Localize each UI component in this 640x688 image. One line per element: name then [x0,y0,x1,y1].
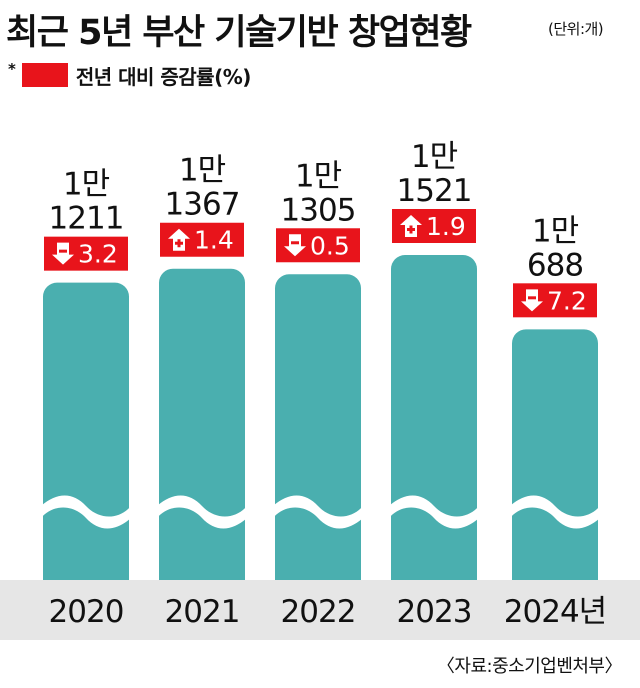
axis-break [273,495,363,529]
source-note: 〈자료:중소기업벤처부〉 [436,656,623,677]
value-label-line1: 1만 [532,213,579,249]
arrow-down-icon [52,242,74,265]
category-label: 2021 [165,594,240,630]
bar-base [512,560,598,580]
arrow-down-icon-mark [59,249,67,253]
value-label-line2: 688 [527,247,583,283]
arrow-down-icon-mark [291,241,299,245]
axis-break [510,495,600,529]
arrow-down-icon [521,289,543,312]
unit-label: (단위:개) [548,20,604,38]
change-value-label: 1.9 [426,212,466,241]
axis-break [41,495,131,529]
bar-base [43,560,129,580]
axis-break [157,495,247,529]
bar-base [391,560,477,580]
value-label-line1: 1만 [179,153,226,189]
arrow-down-icon-mark [528,296,536,300]
bar [391,255,477,580]
legend-swatch [21,63,68,87]
value-label-line2: 1521 [397,173,472,209]
category-label: 2020 [49,594,124,630]
value-label-line2: 1367 [165,187,240,223]
bar [159,268,245,580]
category-label: 2023 [397,594,472,630]
arrow-down-icon [284,234,306,257]
change-value-label: 0.5 [310,231,350,260]
value-label-line2: 1305 [281,192,356,228]
bar-base [275,560,361,580]
value-label-line1: 1만 [63,167,110,203]
axis-break [389,495,479,529]
bar-base [159,560,245,580]
value-label-line2: 1211 [49,201,124,237]
change-value-label: 3.2 [78,240,118,269]
arrow-up-icon-mark [409,225,413,234]
bar [275,274,361,580]
bar [512,329,598,580]
change-value-label: 7.2 [547,286,587,315]
category-label: 2022 [281,594,356,630]
legend-label: 전년 대비 증감률(%) [75,64,252,89]
category-label: 2024년 [504,594,606,630]
chart-title: 최근 5년 부산 기술기반 창업현황 [6,13,472,53]
legend-marker: * [8,60,16,78]
bar [43,282,129,580]
value-label-line1: 1만 [295,158,342,194]
axis-floor [0,580,640,640]
change-value-label: 1.4 [194,226,234,255]
legend: * 전년 대비 증감률(%) [8,60,251,90]
arrow-up-icon-mark [177,239,181,248]
value-label-line1: 1만 [411,139,458,175]
